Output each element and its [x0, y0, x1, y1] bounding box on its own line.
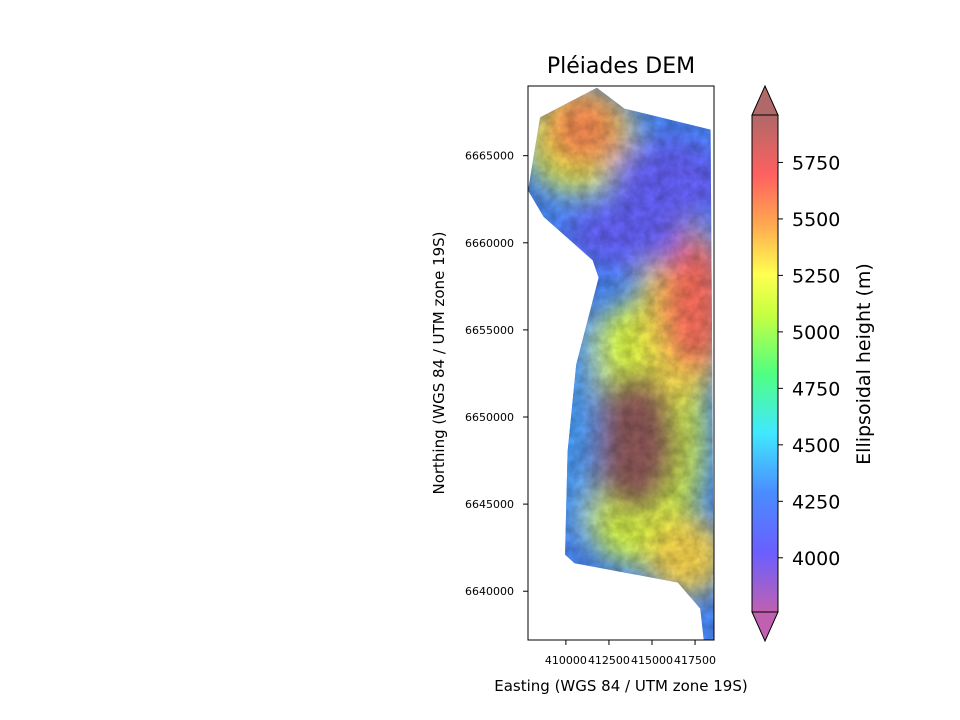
colorbar-tick-label: 4750: [792, 378, 840, 400]
y-tick-label: 6645000: [465, 498, 514, 511]
y-axis-ticks: 6640000 6645000 6650000 6655000 6660000 66650…: [465, 150, 528, 598]
colorbar-tick-label: 5750: [792, 152, 840, 174]
x-tick-label: 410000: [545, 654, 587, 667]
y-axis-label: Northing (WGS 84 / UTM zone 19S): [430, 231, 448, 494]
colorbar-ticks: 4000 4250 4500 4750 5000 5250 5500 5750: [778, 152, 840, 570]
colorbar-tick-label: 5000: [792, 322, 840, 344]
colorbar-extend-bottom: [751, 611, 779, 643]
plot-frame: [527, 85, 715, 641]
colorbar-tick-label: 5250: [792, 265, 840, 287]
colorbar-tick-label: 5500: [792, 209, 840, 231]
x-tick-label: 417500: [674, 654, 716, 667]
y-tick-label: 6650000: [465, 411, 514, 424]
dem-raster: [528, 87, 714, 640]
colorbar-tick-label: 4000: [792, 548, 840, 570]
x-axis-label: Easting (WGS 84 / UTM zone 19S): [494, 677, 747, 695]
y-tick-label: 6665000: [465, 150, 514, 163]
colorbar-tick-label: 4500: [792, 435, 840, 457]
colorbar-extend-top: [751, 84, 779, 116]
x-axis-ticks: 410000 412500 415000 417500: [545, 640, 716, 667]
colorbar-label: Ellipsoidal height (m): [853, 263, 875, 465]
y-tick-label: 6660000: [465, 237, 514, 250]
chart-title: Pléiades DEM: [547, 54, 695, 79]
dem-hillshade-texture: [528, 87, 714, 640]
y-tick-label: 6640000: [465, 585, 514, 598]
y-tick-label: 6655000: [465, 324, 514, 337]
colorbar: 4000 4250 4500 4750 5000 5250 5500 5750 Ellipso…: [751, 84, 875, 643]
colorbar-body: [752, 115, 778, 612]
colorbar-outline: [751, 114, 779, 613]
x-tick-label: 412500: [588, 654, 630, 667]
x-tick-label: 415000: [631, 654, 673, 667]
colorbar-tick-label: 4250: [792, 491, 840, 513]
